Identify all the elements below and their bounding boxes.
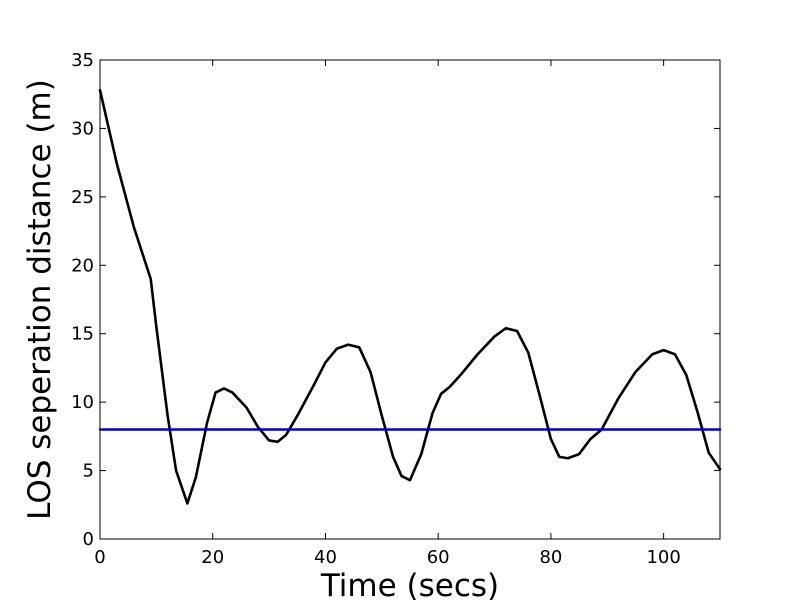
x-tick-label: 60 [427,547,450,568]
x-tick-label: 100 [646,547,680,568]
y-tick-label: 0 [83,529,94,550]
series-layer [98,88,722,505]
x-tick-label: 40 [314,547,337,568]
plot-frame [99,59,721,540]
y-tick-label: 20 [71,255,94,276]
x-tick-label: 80 [539,547,562,568]
y-tick-label: 35 [71,50,94,71]
y-tick-label: 15 [71,324,94,345]
y-tick-label: 5 [83,461,94,482]
y-axis-title: LOS seperation distance (m) [22,79,58,520]
y-tick-label: 30 [71,118,94,139]
y-tick-label: 10 [71,392,94,413]
x-axis-title: Time (secs) [320,568,499,600]
x-tick-label: 20 [201,547,224,568]
x-tick-label: 0 [94,547,105,568]
ticks-layer: 0 20 40 60 80 100 0 5 10 15 20 25 30 35 [71,50,720,568]
y-tick-label: 25 [71,187,94,208]
series-line-separation [98,88,722,505]
